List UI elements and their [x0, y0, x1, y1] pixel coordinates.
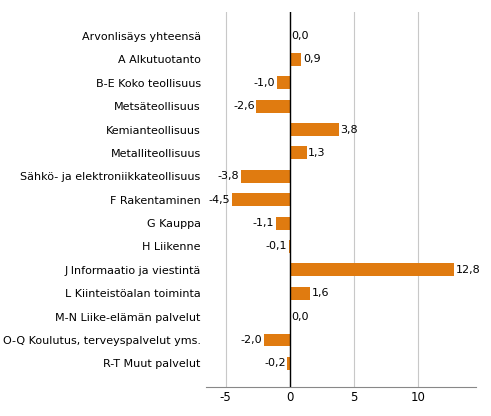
Bar: [290, 287, 310, 300]
Text: -2,6: -2,6: [233, 101, 255, 111]
Text: 1,3: 1,3: [308, 148, 326, 158]
Bar: [290, 146, 306, 159]
Text: 12,8: 12,8: [456, 265, 481, 275]
Text: 1,6: 1,6: [312, 288, 329, 298]
Text: 0,9: 0,9: [303, 54, 321, 64]
Text: 3,8: 3,8: [340, 124, 358, 134]
Text: -4,5: -4,5: [209, 195, 230, 205]
Bar: [290, 123, 339, 136]
Bar: [289, 240, 290, 253]
Text: 0,0: 0,0: [291, 31, 309, 41]
Bar: [264, 334, 290, 347]
Text: 0,0: 0,0: [291, 312, 309, 322]
Bar: [241, 170, 290, 183]
Text: -2,0: -2,0: [241, 335, 263, 345]
Text: -0,2: -0,2: [264, 359, 286, 369]
Text: -1,0: -1,0: [254, 78, 275, 88]
Bar: [275, 217, 290, 230]
Bar: [287, 357, 290, 370]
Bar: [256, 100, 290, 113]
Text: -3,8: -3,8: [218, 171, 240, 181]
Bar: [277, 76, 290, 89]
Text: -0,1: -0,1: [266, 241, 287, 251]
Bar: [232, 193, 290, 206]
Bar: [290, 263, 454, 276]
Text: -1,1: -1,1: [252, 218, 274, 228]
Bar: [290, 53, 301, 66]
